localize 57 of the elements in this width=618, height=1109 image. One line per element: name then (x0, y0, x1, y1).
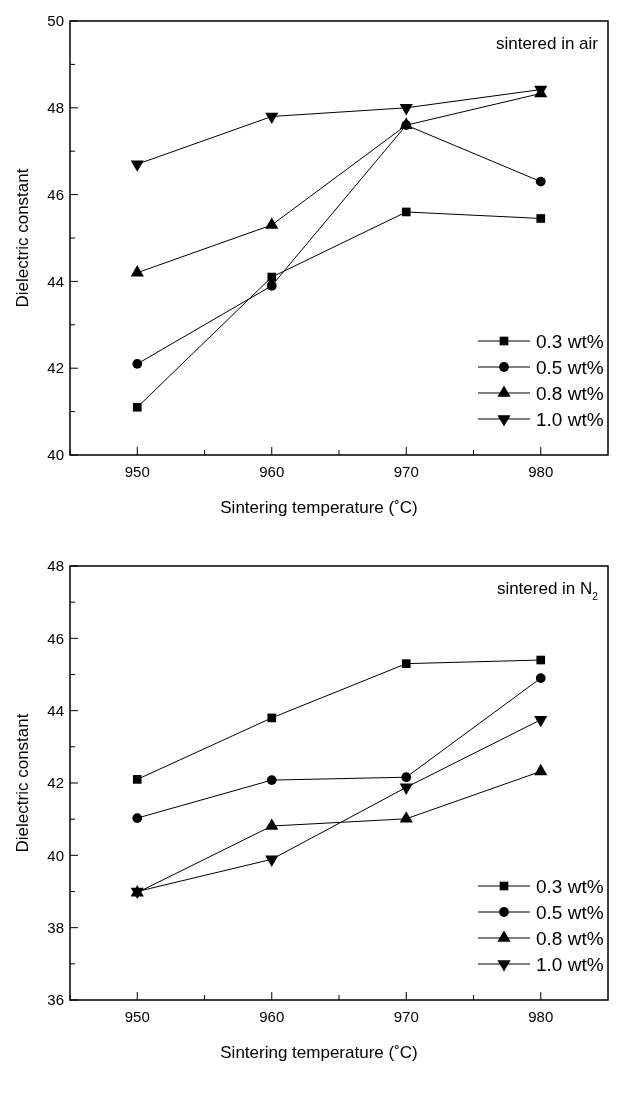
point (535, 176, 546, 187)
y-axis-title: Dielectric constant (13, 168, 32, 308)
point (266, 280, 277, 291)
point (130, 160, 144, 172)
point (534, 715, 548, 728)
point (132, 813, 143, 823)
annotation: sintered in N$_{2}$ (496, 579, 599, 602)
y-tick-label: 40 (47, 446, 64, 464)
y-tick-label: 48 (47, 99, 64, 117)
point (399, 104, 413, 116)
x-tick-label: 960 (259, 1008, 285, 1025)
point (130, 265, 144, 277)
y-tick-label: 50 (47, 12, 64, 30)
y-tick-label: 36 (47, 991, 64, 1009)
point (536, 655, 546, 665)
legend-label: 0.5 wt% (536, 901, 604, 923)
y-tick-label: 42 (47, 774, 64, 792)
legend-label: 0.5 wt% (536, 356, 604, 378)
point (132, 402, 142, 412)
point (265, 855, 279, 867)
point (266, 775, 277, 785)
legend-label: 1.0 wt% (536, 953, 604, 975)
legend-label: 0.8 wt% (536, 927, 604, 949)
y-tick-label: 48 (47, 557, 64, 575)
annotation: sintered in air (495, 34, 599, 53)
point (132, 775, 142, 784)
y-tick-label: 44 (47, 272, 64, 290)
point (267, 713, 277, 723)
point (536, 214, 546, 223)
point (267, 272, 277, 282)
point (132, 358, 143, 369)
point (265, 112, 279, 125)
point (535, 673, 546, 683)
x-tick-label: 980 (528, 463, 554, 480)
point (401, 659, 411, 668)
x-tick-label: 970 (393, 463, 419, 480)
y-tick-label: 46 (47, 185, 64, 203)
legend-label: 1.0 wt% (536, 408, 604, 430)
x-tick-label: 960 (259, 463, 285, 480)
point (399, 783, 413, 795)
x-tick-label: 950 (124, 1008, 150, 1025)
x-tick-label: 950 (124, 463, 150, 480)
x-tick-label: 980 (528, 1008, 554, 1025)
y-tick-label: 46 (47, 629, 64, 647)
legend-label: 0.3 wt% (536, 875, 604, 897)
y-tick-label: 40 (47, 846, 64, 864)
point (401, 772, 412, 783)
legend-label: 0.3 wt% (536, 330, 604, 352)
y-tick-label: 42 (47, 359, 64, 377)
x-axis-title: Sintering temperature (˚C) (220, 498, 418, 517)
x-axis-title: Sintering temperature (˚C) (220, 1043, 418, 1062)
x-tick-label: 970 (393, 1008, 419, 1025)
point (401, 207, 411, 217)
legend-label: 0.8 wt% (536, 382, 604, 404)
y-tick-label: 38 (47, 918, 64, 936)
y-tick-label: 44 (47, 701, 64, 719)
y-axis-title: Dielectric constant (13, 713, 32, 853)
